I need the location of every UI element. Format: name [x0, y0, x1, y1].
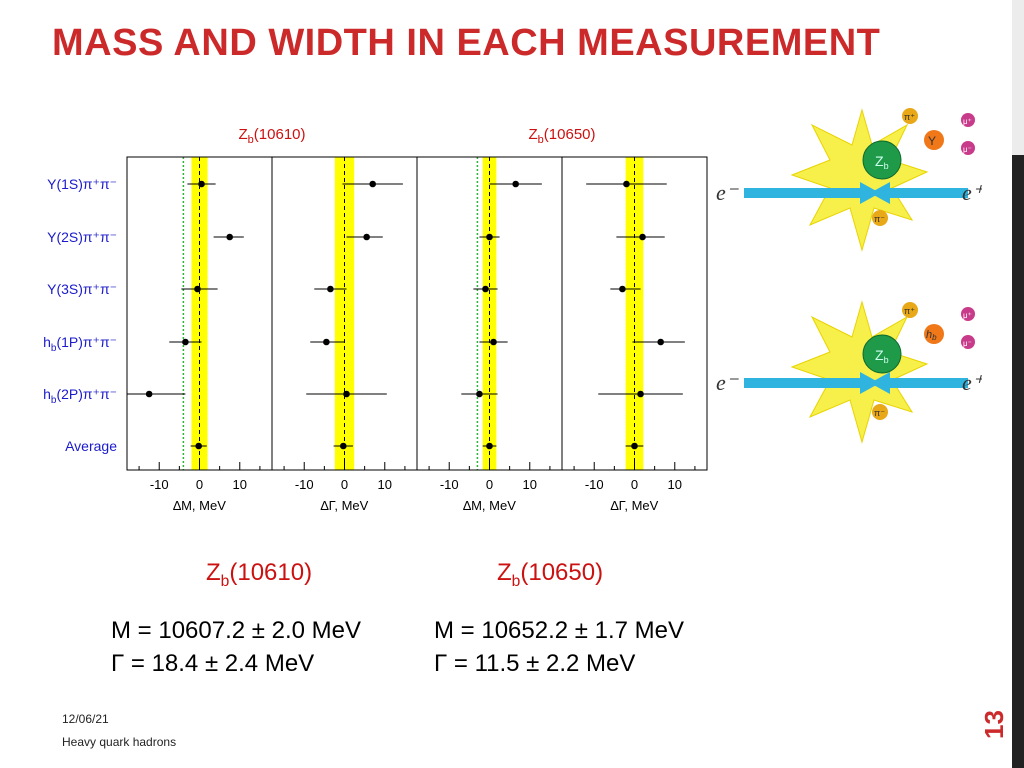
row-label: Υ(3S)π⁺π⁻	[47, 281, 117, 297]
mass-width-chart: Υ(1S)π⁺π⁻ Υ(2S)π⁺π⁻ Υ(3S)π⁺π⁻ hb(1P)π⁺π⁻ hb(…	[43, 126, 708, 513]
x-axis-label: ∆M, MeV	[463, 498, 516, 513]
data-point	[327, 285, 334, 293]
result-header-zb10610: Zb(10610)	[206, 559, 313, 590]
positron-beam-arrow	[870, 372, 890, 394]
burst-shape	[790, 300, 929, 444]
positron-label: e⁺	[962, 370, 982, 395]
electron-beam	[744, 378, 860, 388]
electron-beam	[744, 188, 860, 198]
upsilon-label: Υ	[928, 134, 936, 148]
zb-hb-diagram: e⁻ e⁺ Zb π⁺ π⁻ hb μ⁺ μ⁻	[716, 300, 982, 444]
data-point	[623, 180, 630, 188]
slide-number: 13	[979, 710, 1009, 740]
data-point	[363, 233, 370, 241]
data-point	[195, 442, 202, 450]
group-header: Zb(10650)	[529, 126, 596, 146]
pi-plus-label: π⁺	[904, 112, 915, 122]
tick-label: 10	[668, 477, 682, 492]
data-point	[343, 390, 350, 398]
mu-minus-label: μ⁻	[963, 145, 972, 154]
electron-label: e⁻	[716, 370, 740, 395]
mu-minus-particle	[961, 141, 975, 155]
mu-minus-particle	[961, 335, 975, 349]
data-point	[512, 180, 519, 188]
data-point	[486, 233, 493, 241]
data-point	[476, 390, 483, 398]
mu-plus-label: μ⁺	[963, 117, 972, 126]
tick-label: 10	[378, 477, 392, 492]
row-label: hb(2P)π⁺π⁻	[43, 386, 117, 406]
data-point	[339, 442, 347, 450]
data-point	[226, 233, 234, 241]
pi-plus-particle	[902, 108, 918, 124]
zb10650-width: Γ = 11.5 ± 2.2 MeV	[434, 650, 636, 677]
zb-upsilon-diagram: e⁻ e⁺ Zb π⁺ π⁻ Υ μ⁺ μ⁻	[716, 108, 982, 252]
pi-minus-particle	[872, 210, 888, 226]
data-point	[369, 180, 376, 188]
burst-shape	[790, 108, 929, 252]
data-point	[194, 285, 201, 293]
tick-label: -10	[585, 477, 604, 492]
pi-minus-particle	[872, 404, 888, 420]
data-point	[619, 285, 626, 293]
mu-plus-label: μ⁺	[963, 311, 972, 320]
hb-label: hb	[926, 329, 937, 342]
data-point	[482, 285, 489, 293]
data-point	[631, 442, 638, 450]
group-header: Zb(10610)	[239, 126, 306, 146]
zb-particle	[862, 334, 902, 374]
zb10610-mass: M = 10607.2 ± 2.0 MeV	[111, 617, 361, 644]
tick-label: 10	[523, 477, 537, 492]
pi-minus-label: π⁻	[874, 214, 885, 224]
tick-label: 0	[341, 477, 348, 492]
zb-particle	[862, 140, 902, 180]
positron-beam	[890, 378, 968, 388]
positron-label: e⁺	[962, 180, 982, 205]
electron-label: e⁻	[716, 180, 740, 205]
pi-plus-particle	[902, 302, 918, 318]
zb10610-width: Γ = 18.4 ± 2.4 MeV	[111, 650, 315, 677]
mu-plus-particle	[961, 307, 975, 321]
tick-label: 10	[233, 477, 247, 492]
zb10650-mass: M = 10652.2 ± 1.7 MeV	[434, 617, 684, 644]
data-point	[490, 338, 497, 346]
row-label: Υ(1S)π⁺π⁻	[47, 176, 117, 192]
slide-title: MASS AND WIDTH IN EACH MEASUREMENT	[52, 22, 881, 64]
positron-beam	[890, 188, 968, 198]
data-point	[145, 390, 153, 398]
row-label: Average	[65, 438, 117, 454]
tick-label: 0	[196, 477, 203, 492]
tick-label: -10	[150, 477, 169, 492]
hb-particle	[924, 324, 944, 344]
data-point	[637, 390, 644, 398]
tick-label: -10	[295, 477, 314, 492]
tick-label: 0	[631, 477, 638, 492]
data-point	[198, 180, 205, 188]
tick-label: 0	[486, 477, 493, 492]
zb-label: Zb	[875, 347, 889, 365]
right-edge-dark-bar	[1012, 155, 1024, 768]
data-point	[657, 338, 664, 346]
row-label: hb(1P)π⁺π⁻	[43, 334, 117, 354]
data-point	[486, 442, 493, 450]
footer-text: Heavy quark hadrons	[62, 735, 177, 749]
mu-minus-label: μ⁻	[963, 339, 972, 348]
x-axis-label: ∆M, MeV	[173, 498, 226, 513]
pi-plus-label: π⁺	[904, 306, 915, 316]
x-axis-label: ∆Γ, MeV	[611, 498, 659, 513]
mu-plus-particle	[961, 113, 975, 127]
x-axis-label: ∆Γ, MeV	[321, 498, 369, 513]
upsilon-particle	[924, 130, 944, 150]
row-label: Υ(2S)π⁺π⁻	[47, 229, 117, 245]
result-header-zb10650: Zb(10650)	[497, 559, 604, 590]
positron-beam-arrow	[870, 182, 890, 204]
tick-label: -10	[440, 477, 459, 492]
data-point	[323, 338, 330, 346]
data-point	[182, 338, 189, 346]
footer-date: 12/06/21	[62, 712, 109, 726]
pi-minus-label: π⁻	[874, 408, 885, 418]
zb-label: Zb	[875, 153, 889, 171]
data-point	[639, 233, 646, 241]
